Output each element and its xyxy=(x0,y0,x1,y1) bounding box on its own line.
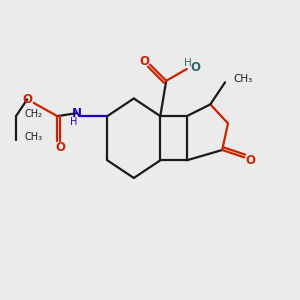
Text: O: O xyxy=(140,55,150,68)
Text: O: O xyxy=(190,61,200,74)
Text: O: O xyxy=(55,141,65,154)
Text: CH₃: CH₃ xyxy=(233,74,253,84)
Text: O: O xyxy=(245,154,255,167)
Text: H: H xyxy=(184,58,192,68)
Text: O: O xyxy=(22,93,32,106)
Text: CH₂: CH₂ xyxy=(25,109,43,119)
Text: H: H xyxy=(70,117,77,127)
Text: CH₃: CH₃ xyxy=(25,132,43,142)
Text: N: N xyxy=(71,107,81,120)
